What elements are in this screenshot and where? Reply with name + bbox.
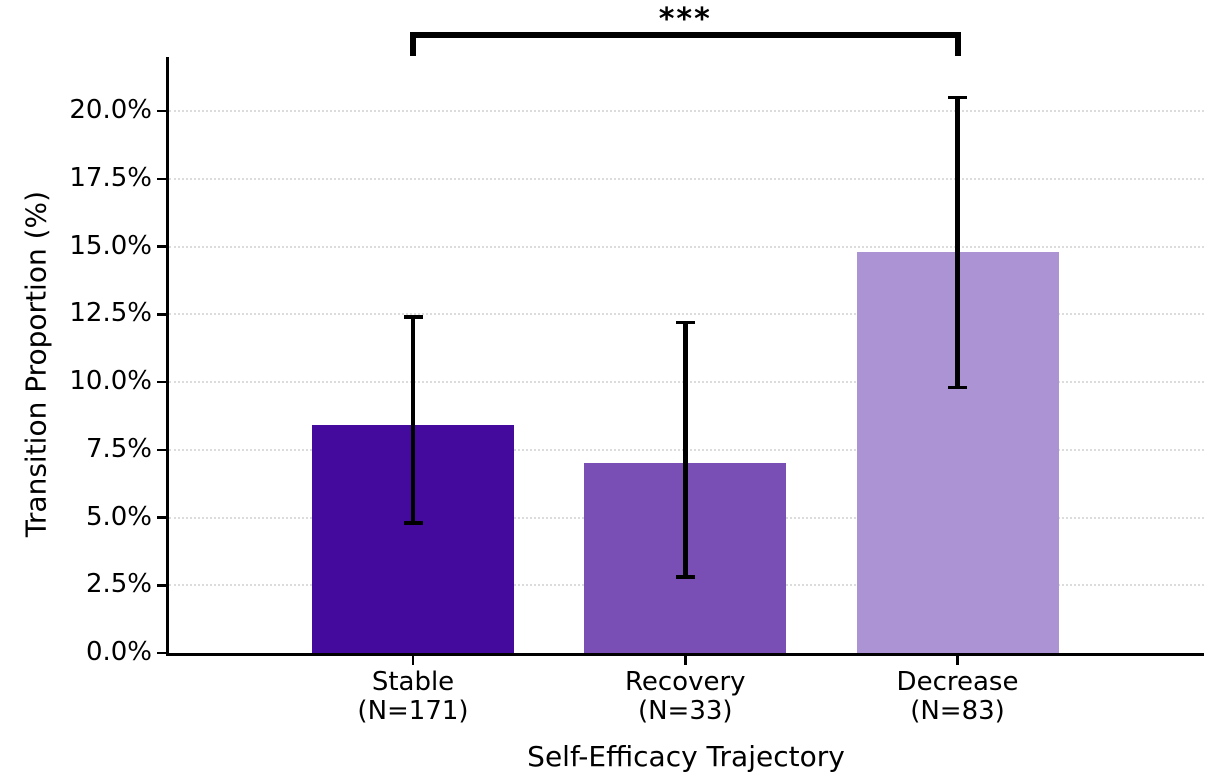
x-tick-label-n: (N=171) xyxy=(357,696,469,726)
significance-label: *** xyxy=(658,2,712,37)
gridline xyxy=(169,245,1204,248)
bracket-vertical xyxy=(410,32,416,56)
x-tick-label: Recovery (N=33) xyxy=(565,668,805,726)
x-tick-label-name: Stable xyxy=(371,667,455,697)
y-tick-mark xyxy=(157,380,166,384)
y-tick-label: 5.0% xyxy=(85,501,152,532)
y-tick-label: 15.0% xyxy=(69,230,152,261)
y-axis-spine xyxy=(166,57,169,656)
y-tick-label: 20.0% xyxy=(69,95,152,126)
error-bar-line xyxy=(683,322,688,578)
x-axis-spine xyxy=(166,653,1204,656)
error-bar-cap xyxy=(675,575,695,579)
error-bar-cap xyxy=(403,315,423,319)
error-bar-cap xyxy=(403,521,423,525)
y-tick-label: 12.5% xyxy=(69,298,152,329)
y-tick-label: 2.5% xyxy=(85,569,152,600)
y-tick-label: 0.0% xyxy=(85,637,152,667)
x-tick-mark xyxy=(956,656,959,665)
bracket-vertical xyxy=(954,32,961,56)
y-tick-mark xyxy=(157,313,166,316)
x-tick-label-name: Recovery xyxy=(624,667,746,697)
x-tick-mark xyxy=(411,656,415,665)
gridline xyxy=(169,177,1204,180)
y-tick-label: 7.5% xyxy=(85,433,152,464)
y-tick-label: 10.0% xyxy=(69,366,152,397)
x-tick-label-n: (N=83) xyxy=(910,696,1005,726)
error-bar-cap xyxy=(675,320,695,325)
y-tick-mark xyxy=(157,109,166,113)
y-tick-label: 17.5% xyxy=(69,162,152,193)
x-tick-label: Stable (N=171) xyxy=(293,668,533,726)
gridline xyxy=(169,110,1204,113)
y-tick-mark xyxy=(157,245,166,248)
x-tick-label: Decrease (N=83) xyxy=(838,668,1078,726)
gridline xyxy=(169,313,1204,316)
x-tick-label-n: (N=33) xyxy=(637,696,733,726)
y-tick-mark xyxy=(157,651,166,655)
x-tick-mark xyxy=(683,656,687,665)
y-tick-mark xyxy=(157,516,166,519)
bracket-horizontal xyxy=(410,32,961,38)
y-tick-mark xyxy=(157,177,166,181)
error-bar-cap xyxy=(948,95,967,100)
error-bar-line xyxy=(410,317,416,523)
y-tick-mark xyxy=(157,583,166,587)
error-bar-cap xyxy=(948,385,967,390)
x-axis-title: Self-Efficacy Trajectory xyxy=(527,740,845,773)
x-tick-label-name: Decrease xyxy=(896,667,1019,697)
y-tick-mark xyxy=(157,448,166,452)
error-bar-line xyxy=(955,97,960,388)
